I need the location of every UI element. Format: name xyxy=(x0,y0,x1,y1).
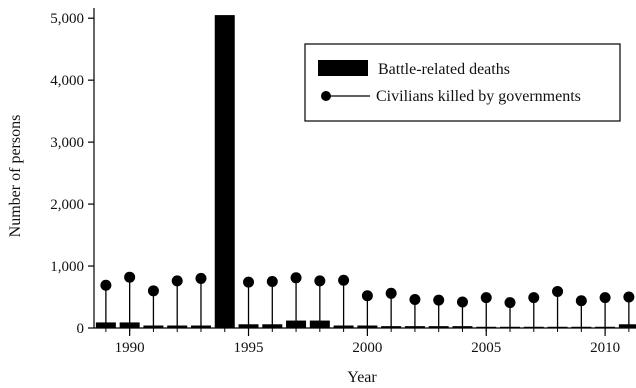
point-2010 xyxy=(599,292,611,304)
point-1992 xyxy=(171,275,183,287)
point-1994 xyxy=(219,265,231,277)
x-tick-label-1995: 1995 xyxy=(234,340,264,356)
x-axis-title: Year xyxy=(347,369,377,386)
point-1990 xyxy=(124,271,136,283)
y-tick-label-3000: 3,000 xyxy=(50,135,84,151)
point-2011 xyxy=(623,291,635,303)
point-2006 xyxy=(504,297,516,309)
x-tick-label-2010: 2010 xyxy=(590,340,620,356)
legend-label-battle-deaths: Battle-related deaths xyxy=(378,61,510,78)
point-1989 xyxy=(100,279,112,291)
lollipop-layer xyxy=(100,265,635,328)
y-tick-label-5000: 5,000 xyxy=(50,11,84,27)
x-tick-label-2000: 2000 xyxy=(352,340,382,356)
bar-1994 xyxy=(214,15,235,328)
point-1996 xyxy=(266,276,278,288)
legend-box xyxy=(304,43,621,122)
point-2001 xyxy=(385,287,397,299)
y-tick-label-0: 0 xyxy=(77,321,85,337)
y-tick-label-1000: 1,000 xyxy=(50,259,84,275)
bar-2011 xyxy=(618,324,636,328)
point-2007 xyxy=(528,292,540,304)
point-2005 xyxy=(480,292,492,304)
y-tick-label-4000: 4,000 xyxy=(50,73,84,89)
point-1999 xyxy=(338,274,350,286)
axes-layer: 0 1,000 2,000 3,000 4,000 5,000 1990 1995 2000 20… xyxy=(50,8,636,356)
point-2000 xyxy=(361,290,373,302)
point-2009 xyxy=(575,295,587,307)
point-1997 xyxy=(290,272,302,284)
y-axis-title: Number of persons xyxy=(7,115,24,238)
legend-swatch-bar xyxy=(318,60,368,76)
point-2002 xyxy=(409,293,421,305)
point-1993 xyxy=(195,272,207,284)
point-1991 xyxy=(147,285,159,297)
x-tick-label-2005: 2005 xyxy=(471,340,501,356)
point-2004 xyxy=(456,296,468,308)
x-tick-label-1990: 1990 xyxy=(115,340,145,356)
point-1998 xyxy=(314,275,326,287)
y-tick-label-2000: 2,000 xyxy=(50,197,84,213)
point-1995 xyxy=(243,276,255,288)
point-2003 xyxy=(433,294,445,306)
point-2008 xyxy=(552,285,564,297)
legend-label-civilians: Civilians killed by governments xyxy=(376,88,581,105)
legend: Battle-related deaths Civilians killed b… xyxy=(304,43,621,122)
